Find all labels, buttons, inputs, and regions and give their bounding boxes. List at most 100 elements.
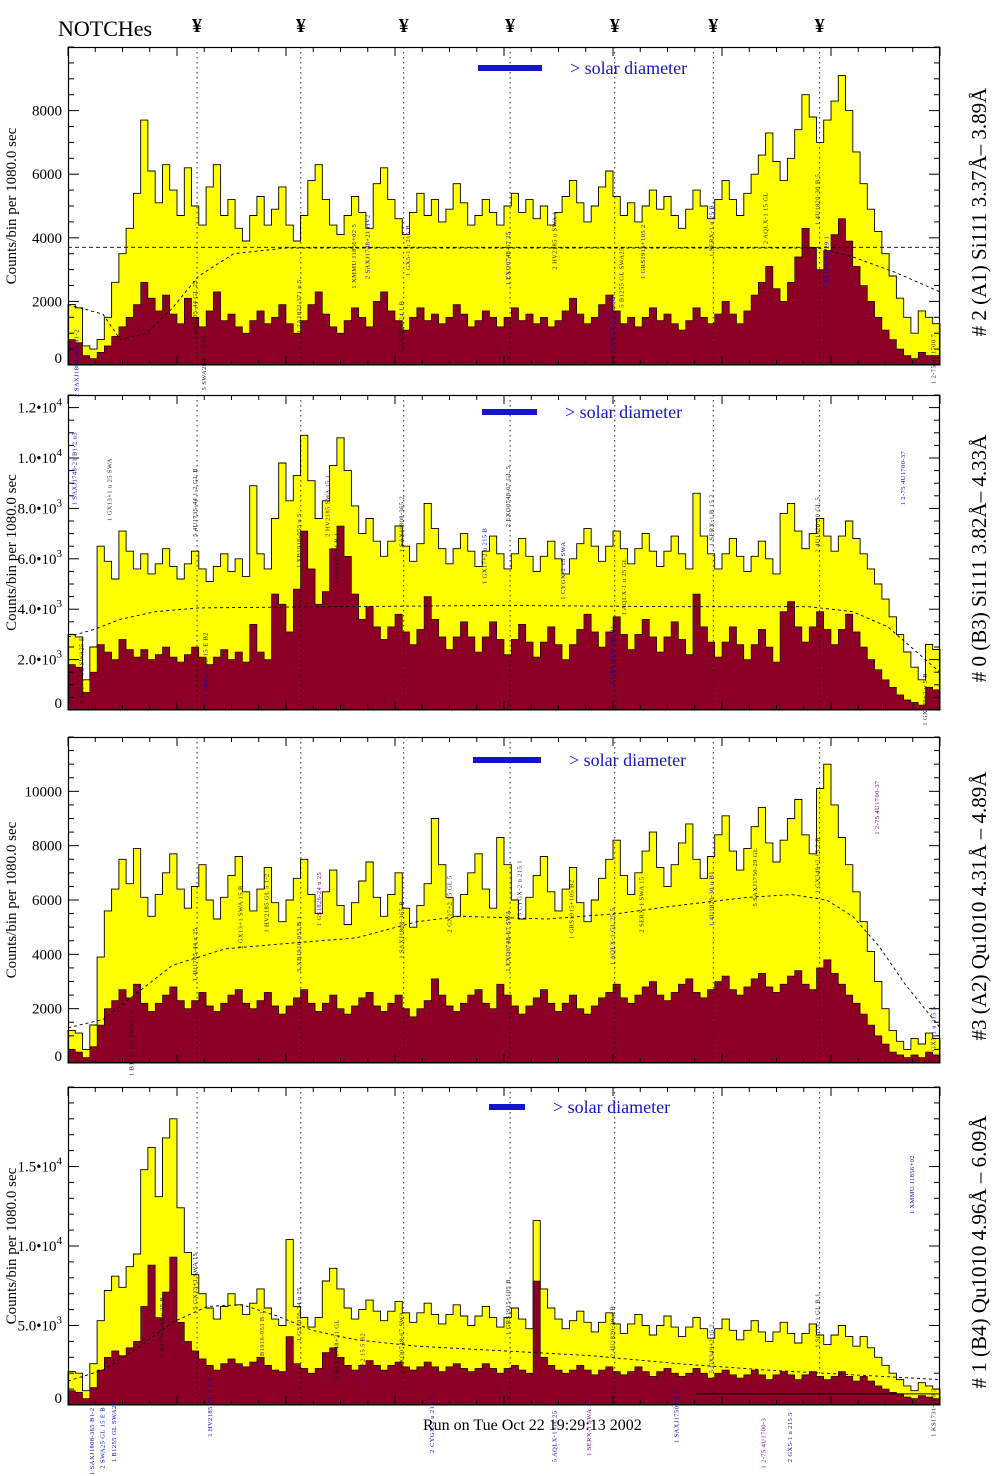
source-annotation: 1 SAXJ1808-365 B1-2 u (89, 1401, 96, 1475)
source-annotation: 2 GX5-1 u 215 5 (787, 1412, 794, 1462)
source-annotation: 1 AQLX-1 GL 25 5 (610, 908, 617, 965)
notch-yen-marker: ¥ (609, 15, 620, 37)
source-annotation: 1 GRS1915+105 B2 (569, 880, 576, 940)
source-annotation: 1 CYGX-2 5 GL B1 (610, 293, 617, 352)
source-annotation: 1 2-75 4U1700-37 (874, 780, 881, 835)
source-annotation: 1 2-75 4U1700-37 (900, 450, 907, 505)
source-annotation: 1 HV2185 GL 5 1-2 (264, 873, 271, 932)
y-axis-label: Counts/bin per 1080.0 sec (4, 1167, 20, 1324)
source-annotation: 5 SAXJ1748+21 GL (333, 1319, 340, 1379)
source-annotation: 2 SAXJ1748+21 HV2 (365, 214, 372, 279)
panel-0: > solar diameter 2 SAXJ1808-365 B1-2 1 4U1… (4, 46, 991, 397)
notch-yen-marker: ¥ (814, 15, 825, 37)
y-tick-label: 6000 (32, 167, 62, 183)
source-annotation: 5 SAXJ1750-29 GL (752, 848, 759, 907)
source-annotation: 1 GS1826-24 u 25 (296, 1287, 303, 1341)
y-tick-label: 4000 (32, 947, 62, 963)
solar-diameter-label: > solar diameter (565, 402, 682, 422)
y-axis-label: Counts/bin per 1080.0 sec (4, 474, 20, 631)
y-tick-label: 6000 (32, 893, 62, 909)
source-annotation: 2 CYGX-2 u 215 1 (429, 1396, 436, 1452)
source-annotation: 1 KS1731-260 5 (931, 1388, 938, 1437)
source-annotation: 1 EXO0748-67 SWA (399, 1312, 406, 1374)
panel-3: > solar diameter 1 SAXJ1808-365 B1-2 u 2 S… (4, 1086, 991, 1475)
source-annotation: 5 SWA25 E 1-2 GL (201, 333, 208, 391)
y-tick-label: 2000 (32, 1002, 62, 1018)
model-curve (67, 894, 941, 1029)
background-histogram (67, 959, 941, 1064)
source-annotation: 1 4U1820-30 u B1 (708, 871, 715, 926)
total-histogram (67, 1118, 941, 1406)
source-annotation: 5 GX13+1 SWA 15 (192, 1253, 199, 1310)
source-annotation: 2 GX13+1 SWA 15 B (237, 885, 244, 949)
panel-2: > solar diameter 1 B1255 GL SWA25 E 1 4U17… (4, 736, 991, 1076)
total-histogram (67, 75, 941, 366)
model-curve (67, 1304, 941, 1382)
source-annotation: 1 EXO0748-67 25 (505, 231, 512, 285)
source-annotation: 1 GRS1915+105 B (505, 1279, 512, 1335)
source-annotation: 1 AQLX-1 u 25 GL (621, 558, 628, 616)
notch-yen-marker: ¥ (398, 15, 409, 37)
solar-diameter-bar (489, 1104, 525, 1110)
source-annotation: 1 XB1916-053 u 5 (296, 513, 303, 568)
y-tick-label: 1.5•104 (17, 1156, 62, 1176)
source-annotation: 5 GX349+2 15 2 (708, 1324, 715, 1374)
source-annotation: 5 GS1826-24 B 1 (333, 532, 340, 584)
source-annotation: 1 XMMU J1856+02 5 (351, 224, 358, 289)
source-annotation: 1 2A1822-371 u 5 (296, 279, 303, 333)
source-annotation: 1 GX5-1 u 215 5 (931, 1006, 938, 1056)
source-annotation: 1 B1255 GL SWA25 E (128, 1009, 135, 1076)
source-annotation: 5 GRS1915+105 B1 (610, 625, 617, 685)
y-tick-label: 0 (55, 1049, 63, 1065)
source-annotation: 1 SAXJ1808-365 2 (399, 496, 406, 553)
source-annotation: 1 EXO0748-67 SWA (505, 910, 512, 972)
solar-diameter-bar (478, 65, 542, 71)
source-annotation: 1 SWA25 GL 15 E B2 (203, 632, 210, 697)
y-tick-label: 0 (55, 1391, 63, 1407)
y-tick-label: 4000 (32, 231, 62, 247)
source-annotation: 5 4U1735-44 1-2 GL B (192, 468, 199, 537)
source-annotation: 1 SAXJ1748-21 B1-2 u5 (72, 432, 79, 505)
y-axis-label: Counts/bin per 1080.0 sec (4, 821, 20, 978)
notch-yen-marker: ¥ (295, 15, 306, 37)
y-tick-label: 0 (55, 696, 63, 712)
source-annotation: 2 SWA25 GL 15 E B (100, 1407, 107, 1469)
source-annotation: 2 XB1916-053 B 1 (259, 1311, 266, 1367)
source-annotation: 1 CYGX-2 15 SWA (560, 542, 567, 600)
source-annotation: 2 B1255 GL SWA25 E (79, 637, 86, 704)
y-tick-label: 8.0•103 (17, 497, 62, 517)
y-tick-label: 2.0•103 (17, 649, 62, 669)
source-annotation: 1 XMMU J1856+02 (909, 1155, 916, 1214)
y-tick-label: 5.0•103 (17, 1315, 62, 1335)
source-annotation: 2 AQLX-1 15 GL (762, 192, 769, 244)
source-annotation: 1 4U1705-44 u 25 B (159, 1296, 166, 1357)
source-annotation: 1 HV2185 GL 5 1-2 (207, 1378, 214, 1437)
source-annotation: 1 GRS1915+105 2 (640, 224, 647, 279)
source-annotation: 1 2-75 4U1700 7 (931, 333, 938, 384)
source-annotation: 2 SAXJ1808-365 B1-2 (73, 329, 80, 397)
solar-diameter-label: > solar diameter (570, 58, 687, 78)
source-annotation: 1 GX17+2 15 5 B2 (359, 1333, 366, 1389)
source-annotation: 1 GX13+1 u 25 SWA (107, 458, 114, 521)
background-histogram (67, 218, 941, 366)
panel-id-label: # 2 (A1) Si111 3.37Å– 3.89Å (967, 87, 991, 337)
source-annotation: 5 SAXJ1750-29 1 (823, 236, 830, 289)
source-annotation: 1 GX5-1 u 215 B (405, 225, 412, 276)
run-timestamp: Run on Tue Oct 22 19:29:13 2002 (423, 1417, 642, 1434)
source-annotation: 2 HV2185 SWA 15 1 (325, 475, 332, 537)
y-tick-label: 1.0•104 (17, 1235, 62, 1255)
source-annotation: 1 GS1826-24 u 25 (316, 872, 323, 926)
background-histogram (67, 1256, 941, 1406)
source-annotation: 5 CYGX-2 u 215 1 (516, 860, 523, 916)
y-axis-label: Counts/bin per 1080.0 sec (4, 127, 20, 284)
source-annotation: 1 SAXJ1808-365 B (399, 901, 406, 959)
source-annotation: 1 SCOX-1 GL B 1 (815, 1293, 822, 1348)
source-annotation: 5 XB1916-053 B 1 (296, 916, 303, 972)
solar-diameter-bar (473, 757, 541, 763)
panel-id-label: # 1 (B4) Qu1010 4.96Å – 6.09Å (967, 1115, 991, 1389)
source-annotation: 2 4U1820-30 GL 5 (815, 497, 822, 553)
model-curve (67, 604, 941, 673)
solar-diameter-bar (482, 409, 537, 415)
source-annotation: 5 GS1826-24 1 B (399, 300, 406, 352)
source-annotation: 5 AQLX-1 GL 25 (551, 1410, 558, 1462)
